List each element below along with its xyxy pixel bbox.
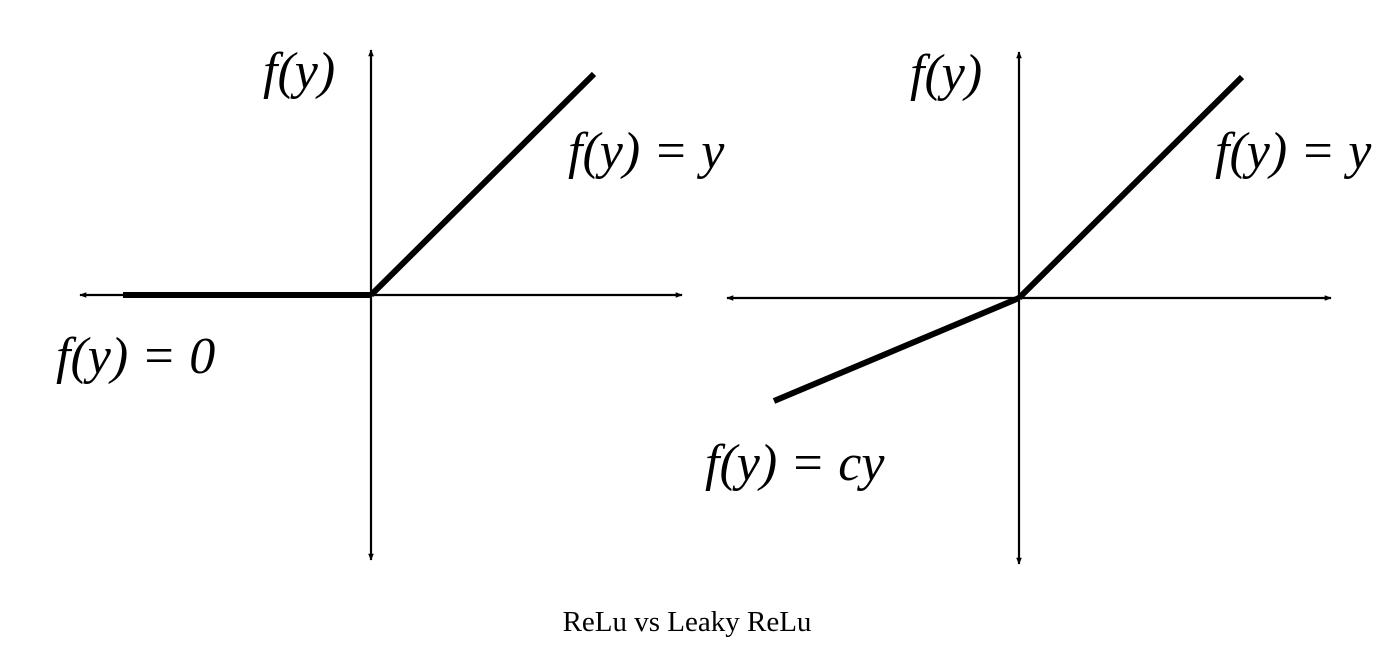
leaky-relu-panel: f(y) f(y) = y f(y) = cy bbox=[705, 45, 1372, 565]
leaky-relu-negative-branch bbox=[772, 295, 1021, 404]
leaky-relu-negative-branch-label: f(y) = cy bbox=[705, 435, 885, 492]
relu-positive-branch-label: f(y) = y bbox=[568, 123, 725, 180]
relu-y-axis-label: f(y) bbox=[263, 43, 335, 100]
leaky-relu-y-axis-label: f(y) bbox=[910, 45, 982, 102]
relu-panel: f(y) f(y) = y f(y) = 0 bbox=[56, 43, 725, 561]
figure-caption: ReLu vs Leaky ReLu bbox=[563, 606, 812, 638]
leaky-relu-positive-branch-label: f(y) = y bbox=[1215, 123, 1372, 180]
relu-negative-branch-label: f(y) = 0 bbox=[56, 328, 215, 385]
leaky-relu-positive-branch bbox=[1016, 74, 1245, 301]
relu-positive-branch bbox=[368, 71, 597, 298]
